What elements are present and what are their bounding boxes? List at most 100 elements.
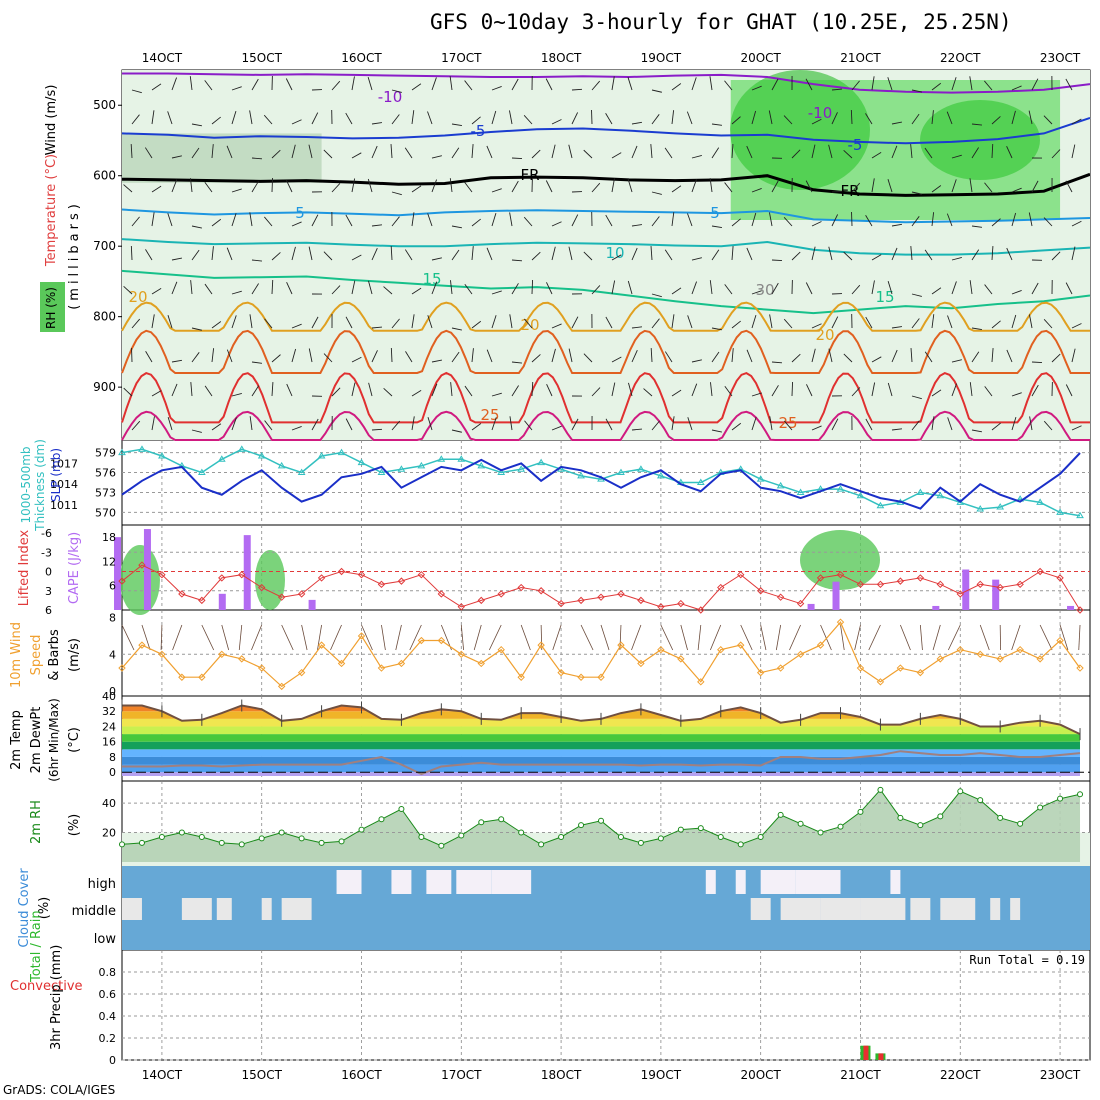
wind-barb bbox=[291, 426, 302, 431]
wind-marker bbox=[657, 645, 665, 654]
wind-barb bbox=[591, 80, 601, 91]
wind-barb bbox=[831, 316, 839, 329]
wind-barb bbox=[471, 116, 481, 125]
temp-band bbox=[122, 726, 1081, 735]
cloud-high-gap bbox=[705, 870, 716, 894]
y-tick-temp: 40 bbox=[102, 690, 116, 703]
wind-barb bbox=[931, 314, 935, 329]
wind-barb bbox=[471, 218, 481, 227]
y-tick-pressure: 900 bbox=[93, 380, 116, 394]
wind-barb bbox=[251, 361, 263, 364]
rh-marker bbox=[558, 833, 565, 840]
y-axis-label-precip-3: 3hr Precip (mm) bbox=[49, 945, 64, 1050]
wind-barb bbox=[605, 214, 613, 227]
wind-barb bbox=[451, 123, 463, 126]
y-tick-precip: 0.4 bbox=[99, 1010, 117, 1023]
x-tick-bottom: 16OCT bbox=[341, 1068, 382, 1082]
thickness-marker bbox=[776, 481, 785, 489]
wind-barb bbox=[231, 392, 242, 397]
wind-barb bbox=[130, 144, 133, 159]
wind-barb bbox=[411, 416, 415, 431]
wind-barb bbox=[471, 144, 474, 159]
wind-barb bbox=[1011, 212, 1017, 227]
y-tick-thickness: 570 bbox=[95, 506, 116, 519]
wind-barb bbox=[130, 246, 133, 261]
wind-barb bbox=[931, 287, 942, 295]
wind-marker bbox=[277, 682, 286, 691]
wind-barb bbox=[984, 284, 993, 295]
wind-barb bbox=[568, 144, 573, 159]
isotherm-label: -5 bbox=[471, 122, 486, 140]
rh-marker bbox=[298, 835, 305, 842]
thickness-marker bbox=[657, 471, 665, 479]
wind-barb bbox=[784, 420, 793, 431]
surface-wind-barb bbox=[409, 624, 422, 651]
thickness-marker bbox=[836, 485, 845, 492]
wind-barb bbox=[231, 86, 242, 91]
wind-barb bbox=[805, 180, 813, 193]
wind-barb bbox=[951, 77, 957, 91]
temp-band bbox=[122, 756, 1081, 765]
li-marker bbox=[517, 583, 525, 592]
li-marker bbox=[776, 593, 785, 601]
wind-barb bbox=[671, 110, 675, 125]
wind-barb bbox=[731, 144, 734, 159]
surface-wind-barb bbox=[281, 624, 294, 651]
li-marker bbox=[178, 590, 186, 598]
wind-barb bbox=[431, 179, 438, 193]
wind-barb bbox=[291, 144, 296, 159]
cape-bar bbox=[932, 605, 940, 610]
wind-barb bbox=[891, 247, 898, 261]
surface-wind-barb bbox=[820, 624, 832, 651]
rh-marker bbox=[877, 786, 884, 793]
chart-title: GFS 0~10day 3-hourly for GHAT (10.25E, 2… bbox=[430, 10, 1012, 34]
y-tick-temp: 24 bbox=[102, 720, 116, 733]
surface-wind-barb bbox=[710, 624, 722, 651]
wind-barb bbox=[811, 348, 816, 363]
rh-marker bbox=[258, 835, 265, 842]
wind-barb bbox=[991, 116, 1001, 125]
wind-barb bbox=[190, 382, 193, 397]
y-axis-label-wind-4: (m/s) bbox=[67, 638, 82, 672]
wind-marker bbox=[1016, 645, 1024, 654]
thickness-marker bbox=[297, 468, 306, 476]
wind-barb bbox=[151, 390, 162, 397]
rh-marker bbox=[917, 822, 924, 829]
thickness-marker bbox=[477, 461, 486, 469]
isotherm-label: 10 bbox=[605, 244, 624, 262]
wind-barb bbox=[249, 314, 253, 329]
wind-barb bbox=[151, 314, 155, 329]
wind-marker bbox=[497, 645, 505, 654]
wind-barb bbox=[449, 76, 453, 91]
y-axis-label-temp-2: 2m DewPt bbox=[29, 707, 44, 774]
temp-band bbox=[122, 741, 1081, 750]
rh-marker bbox=[1037, 804, 1044, 811]
surface-wind-barb bbox=[317, 624, 322, 651]
rh-marker bbox=[1057, 795, 1064, 802]
surface-wind-barb bbox=[919, 624, 923, 651]
wind-barb bbox=[1011, 110, 1016, 125]
wind-barb bbox=[451, 327, 462, 331]
cloud-middle-gap bbox=[860, 898, 906, 920]
rh-marker bbox=[538, 841, 545, 848]
wind-barb bbox=[724, 284, 733, 295]
wind-barb bbox=[969, 178, 973, 193]
wind-barb bbox=[850, 110, 853, 125]
wind-barb bbox=[731, 422, 742, 431]
wind-marker bbox=[317, 641, 326, 649]
wind-barb bbox=[711, 249, 720, 261]
x-tick-bottom: 14OCT bbox=[142, 1068, 183, 1082]
wind-marker bbox=[397, 659, 406, 668]
wind-barb bbox=[371, 224, 383, 227]
li-marker bbox=[218, 574, 226, 582]
rh-marker bbox=[598, 817, 605, 824]
wind-barb bbox=[167, 213, 173, 227]
x-tick-bottom: 22OCT bbox=[940, 1068, 981, 1082]
wind-barb bbox=[464, 182, 473, 193]
rh-marker bbox=[358, 826, 365, 833]
li-marker bbox=[1056, 574, 1064, 582]
wind-barb bbox=[331, 387, 341, 397]
wind-marker bbox=[537, 641, 545, 649]
wind-barb bbox=[724, 182, 733, 193]
surface-wind-barb bbox=[381, 624, 386, 651]
